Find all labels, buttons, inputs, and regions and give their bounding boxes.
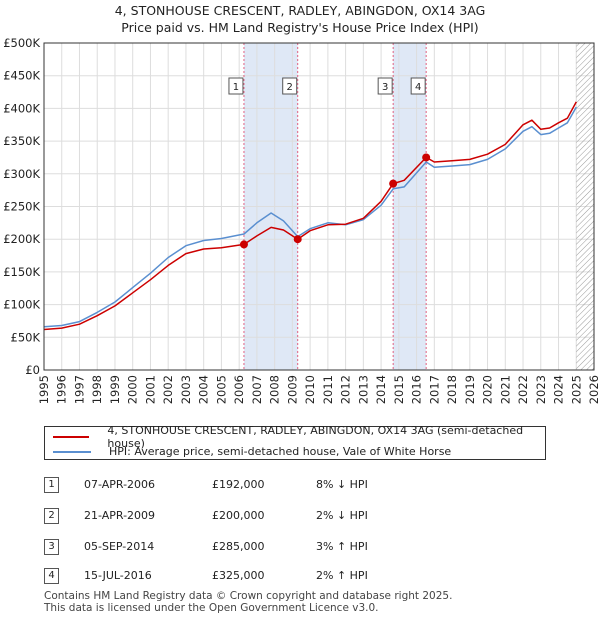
plot-frame <box>43 42 595 371</box>
transaction-hpi: 3% ↑ HPI <box>316 540 368 553</box>
x-tick-label: 2021 <box>498 375 512 404</box>
y-tick-label: £250K <box>3 200 40 214</box>
x-tick-label: 2020 <box>481 375 495 404</box>
y-tick-label: £300K <box>3 167 40 181</box>
transaction-number: 3 <box>44 539 59 555</box>
property-price-line <box>43 101 577 331</box>
transaction-date: 05-SEP-2014 <box>84 540 155 553</box>
legend-swatch-property <box>53 435 90 438</box>
x-tick-label: 2009 <box>285 375 299 404</box>
sale-point <box>389 179 398 188</box>
x-tick-label: 2024 <box>552 375 566 404</box>
sale-label: 1 <box>233 82 239 93</box>
chart-subtitle: Price paid vs. HM Land Registry's House … <box>121 20 479 35</box>
x-tick-label: 2019 <box>463 375 477 404</box>
transaction-price: £285,000 <box>212 540 265 553</box>
y-tick-label: £400K <box>3 101 40 115</box>
y-tick-label: £350K <box>3 134 40 148</box>
transaction-date: 15-JUL-2016 <box>84 569 152 582</box>
x-tick-label: 1996 <box>55 375 69 404</box>
x-tick-label: 2005 <box>214 375 228 404</box>
x-tick-label: 1998 <box>90 375 104 404</box>
sale-label-box <box>410 77 426 95</box>
x-tick-label: 2016 <box>410 375 424 404</box>
y-tick-label: £100K <box>3 298 40 312</box>
transaction-hpi: 8% ↓ HPI <box>316 478 368 491</box>
sale-point <box>293 235 302 244</box>
footer-licence: This data is licensed under the Open Gov… <box>44 602 379 614</box>
x-tick-label: 2003 <box>179 375 193 404</box>
sale-label: 4 <box>415 82 421 93</box>
legend-item-hpi: HPI: Average price, semi-detached house,… <box>53 444 451 459</box>
transaction-number: 4 <box>44 568 59 584</box>
x-tick-label: 2001 <box>143 375 157 404</box>
legend-label-property: 4, STONHOUSE CRESCENT, RADLEY, ABINGDON,… <box>107 423 524 450</box>
y-tick-label: £450K <box>3 69 40 83</box>
sale-label: 3 <box>382 82 388 93</box>
sale-label: 2 <box>287 82 293 93</box>
x-tick-label: 2025 <box>569 375 583 404</box>
sale-point <box>239 240 248 249</box>
transaction-number: 1 <box>44 477 59 493</box>
transaction-hpi: 2% ↓ HPI <box>316 509 368 522</box>
y-tick-label: £200K <box>3 232 40 246</box>
x-tick-label: 2026 <box>587 375 600 404</box>
x-tick-label: 2006 <box>232 375 246 404</box>
x-tick-label: 2014 <box>374 375 388 404</box>
legend-swatch-hpi <box>53 450 91 453</box>
transaction-date: 21-APR-2009 <box>84 509 156 522</box>
transaction-number: 2 <box>44 508 59 524</box>
x-tick-label: 2007 <box>250 375 264 404</box>
chart-title: 4, STONHOUSE CRESCENT, RADLEY, ABINGDON,… <box>114 3 486 18</box>
x-tick-label: 2017 <box>427 375 441 404</box>
transaction-price: £200,000 <box>212 509 265 522</box>
x-tick-label: 2012 <box>339 375 353 404</box>
x-tick-label: 2015 <box>392 375 406 404</box>
x-tick-label: 2011 <box>321 375 335 404</box>
x-tick-label: 2008 <box>268 375 282 404</box>
x-tick-label: 1999 <box>108 375 122 404</box>
x-tick-label: 2018 <box>445 375 459 404</box>
y-tick-label: £50K <box>11 330 41 344</box>
x-tick-label: 2004 <box>197 375 211 404</box>
price-chart: 1 2 3 4 £0 £50K £100K £150K £200K £250K £300K £350… <box>3 36 600 404</box>
forecast-hatch <box>576 43 594 370</box>
x-tick-label: 2023 <box>534 375 548 404</box>
legend-item-property: 4, STONHOUSE CRESCENT, RADLEY, ABINGDON,… <box>53 424 545 450</box>
x-tick-label: 2013 <box>356 375 370 404</box>
x-tick-label: 1995 <box>37 375 51 404</box>
sale-label-box <box>282 77 298 95</box>
footer-copyright: Contains HM Land Registry data © Crown c… <box>44 590 453 602</box>
transaction-price: £325,000 <box>212 569 265 582</box>
transaction-hpi: 2% ↑ HPI <box>316 569 368 582</box>
legend-label-hpi: HPI: Average price, semi-detached house,… <box>109 445 452 458</box>
x-tick-label: 2000 <box>126 375 140 404</box>
transaction-date: 07-APR-2006 <box>84 478 156 491</box>
x-tick-label: 1997 <box>72 375 86 404</box>
sale-label-box <box>228 77 244 95</box>
y-tick-label: £500K <box>3 36 40 50</box>
x-tick-label: 2022 <box>516 375 530 404</box>
legend: 4, STONHOUSE CRESCENT, RADLEY, ABINGDON,… <box>44 424 546 460</box>
y-tick-label: £0 <box>25 363 40 377</box>
x-tick-label: 2010 <box>303 375 317 404</box>
y-tick-label: £150K <box>3 265 40 279</box>
x-tick-label: 2002 <box>161 375 175 404</box>
sale-point <box>422 153 431 162</box>
sale-label-box <box>377 77 393 95</box>
transaction-price: £192,000 <box>212 478 265 491</box>
